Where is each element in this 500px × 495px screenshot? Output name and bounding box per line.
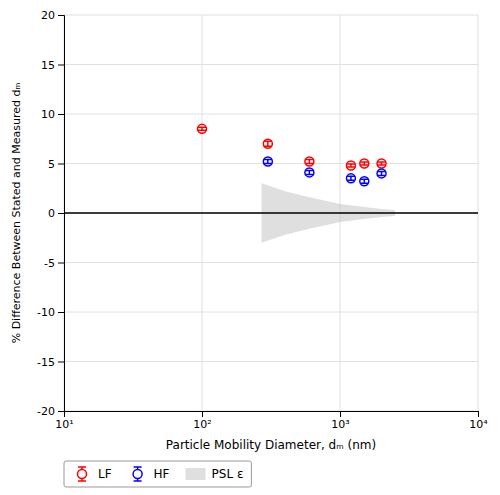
- error-bar: [360, 179, 368, 183]
- tick: 10¹: [55, 411, 73, 431]
- point: [360, 159, 369, 168]
- point: [346, 174, 355, 183]
- tick-label: -15: [37, 356, 55, 369]
- grid-line-y: [64, 361, 478, 362]
- legend-symbol: [133, 470, 142, 479]
- grid-line-y: [64, 213, 478, 214]
- tick: -20: [37, 405, 64, 418]
- y-axis: -20 -15 -10 -5 0 5 10 15 20: [37, 9, 64, 418]
- error-bar: [360, 162, 368, 165]
- tick-mark: [478, 411, 479, 417]
- error-bar: [264, 141, 272, 146]
- grid-line-y: [64, 114, 478, 115]
- tick-label: -20: [37, 405, 55, 418]
- x-axis-title: Particle Mobility Diameter, dₘ (nm): [166, 438, 376, 452]
- legend-symbol: [134, 467, 142, 481]
- x-axis: 10¹ 10² 10³ 10⁴: [55, 411, 488, 431]
- point: [377, 159, 386, 168]
- axis-line: [65, 412, 479, 418]
- chart: 10¹ 10² 10³ 10⁴ -20 -15 -10 -5 0 5 10 15 20 Particle …: [0, 0, 500, 495]
- point: [346, 161, 355, 170]
- legend-item: PSL ε: [186, 467, 244, 481]
- error-bar: [347, 176, 355, 180]
- tick-mark: [58, 114, 64, 115]
- error-bar: [378, 171, 386, 175]
- error-bar: [305, 170, 313, 174]
- grid-line-y: [64, 64, 478, 65]
- grid: [64, 15, 478, 411]
- tick: 10³: [331, 411, 349, 431]
- tick-mark: [202, 411, 203, 417]
- legend-label: LF: [98, 467, 112, 481]
- tick-mark: [58, 362, 64, 363]
- tick: 0: [48, 207, 64, 220]
- grid-line-y: [64, 312, 478, 313]
- tick-mark: [340, 411, 341, 417]
- tick-label: 20: [41, 9, 55, 22]
- point: [360, 177, 369, 186]
- tick: -5: [44, 257, 64, 270]
- tick-mark: [58, 15, 64, 16]
- zero-line: [64, 212, 478, 214]
- tick: 5: [48, 158, 64, 171]
- axis-line: [58, 16, 65, 412]
- error-bar: [378, 162, 386, 165]
- tick: 10⁴: [469, 411, 488, 431]
- error-bar: [305, 160, 313, 164]
- legend: LF HF PSL ε: [64, 461, 251, 487]
- point: [263, 139, 272, 148]
- grid-line-y: [64, 15, 478, 16]
- tick-label: 10²: [193, 418, 211, 431]
- point: [377, 169, 386, 178]
- tick: 10: [41, 108, 64, 121]
- legend-label: PSL ε: [212, 467, 244, 481]
- tick: 20: [41, 9, 64, 22]
- legend-symbol: [186, 468, 206, 480]
- marks: [64, 124, 478, 242]
- y-axis-title: % Difference Between Stated and Measured…: [10, 83, 23, 344]
- tick-label: 5: [48, 158, 55, 171]
- legend-symbol: [78, 470, 87, 479]
- tick-label: 10¹: [55, 418, 73, 431]
- plot: 10¹ 10² 10³ 10⁴ -20 -15 -10 -5 0 5 10 15 20 Particle …: [10, 9, 488, 487]
- tick: 10²: [193, 411, 211, 431]
- tick-label: 10⁴: [469, 418, 488, 431]
- legend-item: LF: [78, 467, 112, 481]
- tick: -15: [37, 356, 64, 369]
- tick-mark: [58, 164, 64, 165]
- tick: -10: [37, 306, 64, 319]
- point: [263, 157, 272, 166]
- error-bar: [198, 127, 206, 130]
- tick-label: 10³: [331, 418, 349, 431]
- point: [305, 157, 314, 166]
- tick-label: 15: [41, 59, 55, 72]
- point: [305, 168, 314, 177]
- legend-box: [64, 461, 251, 487]
- tick-mark: [58, 213, 64, 214]
- tick-mark: [58, 312, 64, 313]
- tick-mark: [58, 65, 64, 66]
- series: [263, 157, 386, 186]
- tick-label: 10: [41, 108, 55, 121]
- tick-mark: [58, 411, 64, 412]
- tick-label: -5: [44, 257, 55, 270]
- legend-item: HF: [133, 467, 170, 481]
- legend-label: HF: [154, 467, 170, 481]
- tick-label: 0: [48, 207, 55, 220]
- error-bar: [347, 164, 355, 167]
- error-bar: [264, 160, 272, 164]
- tick-mark: [58, 263, 64, 264]
- legend-symbol: [78, 467, 86, 481]
- point: [198, 124, 207, 133]
- series: [198, 124, 387, 170]
- grid-line-y: [64, 262, 478, 263]
- tick-label: -10: [37, 306, 55, 319]
- tick: 15: [41, 59, 64, 72]
